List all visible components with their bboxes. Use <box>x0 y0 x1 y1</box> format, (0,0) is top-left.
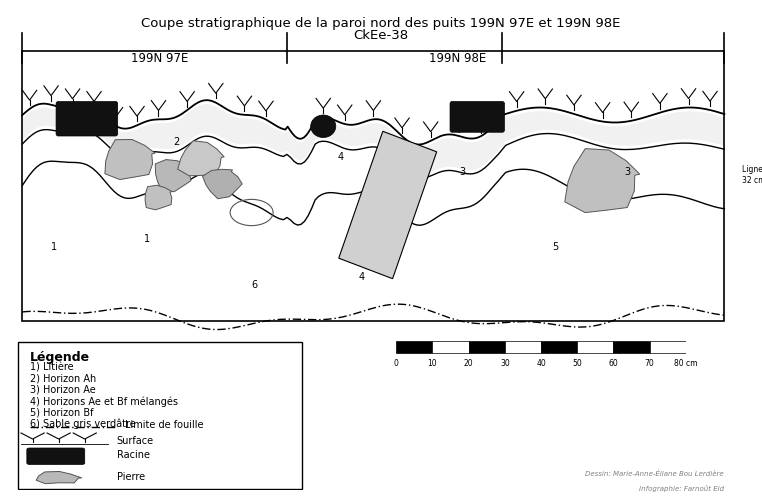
Bar <box>469 341 504 353</box>
Text: 1: 1 <box>144 234 150 244</box>
Text: 80 cm: 80 cm <box>674 359 697 368</box>
Text: 4: 4 <box>338 152 344 162</box>
Text: Légende: Légende <box>30 350 90 364</box>
Bar <box>433 341 469 353</box>
Text: 5: 5 <box>552 242 559 252</box>
Bar <box>578 341 613 353</box>
Text: 3: 3 <box>459 167 466 177</box>
Text: 5) Horizon Bf: 5) Horizon Bf <box>30 408 93 418</box>
Polygon shape <box>36 472 82 484</box>
Text: 6: 6 <box>251 280 258 289</box>
Polygon shape <box>178 140 224 176</box>
Text: 0: 0 <box>394 359 399 368</box>
Polygon shape <box>203 170 242 198</box>
Text: 3) Horizon Ae: 3) Horizon Ae <box>30 385 95 395</box>
Text: CkEe-38: CkEe-38 <box>354 29 408 42</box>
FancyBboxPatch shape <box>450 102 504 132</box>
Text: 2) Horizon Ah: 2) Horizon Ah <box>30 374 96 384</box>
Text: 10: 10 <box>427 359 437 368</box>
Text: 50: 50 <box>572 359 582 368</box>
Text: Racine: Racine <box>117 450 149 460</box>
Text: 4: 4 <box>359 272 365 282</box>
Polygon shape <box>105 140 155 179</box>
Text: 1: 1 <box>51 242 57 252</box>
Text: 2: 2 <box>173 137 179 147</box>
Text: Coupe stratigraphique de la paroi nord des puits 199N 97E et 199N 98E: Coupe stratigraphique de la paroi nord d… <box>141 18 621 30</box>
Polygon shape <box>145 185 171 210</box>
Text: Limite de fouille: Limite de fouille <box>125 420 203 430</box>
Text: 199N 98E: 199N 98E <box>428 52 486 66</box>
Bar <box>613 341 650 353</box>
Text: Dessin: Marie-Anne-Éliane Bou Lerdière: Dessin: Marie-Anne-Éliane Bou Lerdière <box>585 470 724 476</box>
Text: 199N 97E: 199N 97E <box>131 52 189 66</box>
Text: 4) Horizons Ae et Bf mélangés: 4) Horizons Ae et Bf mélangés <box>30 396 178 407</box>
Text: 6) Sable gris verdâtre: 6) Sable gris verdâtre <box>30 419 136 429</box>
Ellipse shape <box>311 115 336 138</box>
Text: Surface: Surface <box>117 436 154 446</box>
FancyBboxPatch shape <box>56 102 117 136</box>
Text: 40: 40 <box>536 359 546 368</box>
Text: 70: 70 <box>645 359 655 368</box>
Polygon shape <box>565 148 640 212</box>
Bar <box>541 341 578 353</box>
Bar <box>649 341 686 353</box>
Text: 60: 60 <box>609 359 618 368</box>
Text: 20: 20 <box>464 359 473 368</box>
Text: Infographie: Farnoût Eid: Infographie: Farnoût Eid <box>639 485 724 492</box>
FancyBboxPatch shape <box>27 448 85 464</box>
Bar <box>396 341 433 353</box>
Text: 1) Litière: 1) Litière <box>30 362 73 372</box>
Polygon shape <box>339 132 437 278</box>
Polygon shape <box>22 104 725 174</box>
Text: 30: 30 <box>500 359 510 368</box>
Bar <box>505 341 541 353</box>
Text: Pierre: Pierre <box>117 472 145 482</box>
Text: 3: 3 <box>624 167 630 177</box>
Text: Ligne de base à
32 cm sous le PKL: Ligne de base à 32 cm sous le PKL <box>742 166 762 184</box>
Polygon shape <box>155 160 191 192</box>
